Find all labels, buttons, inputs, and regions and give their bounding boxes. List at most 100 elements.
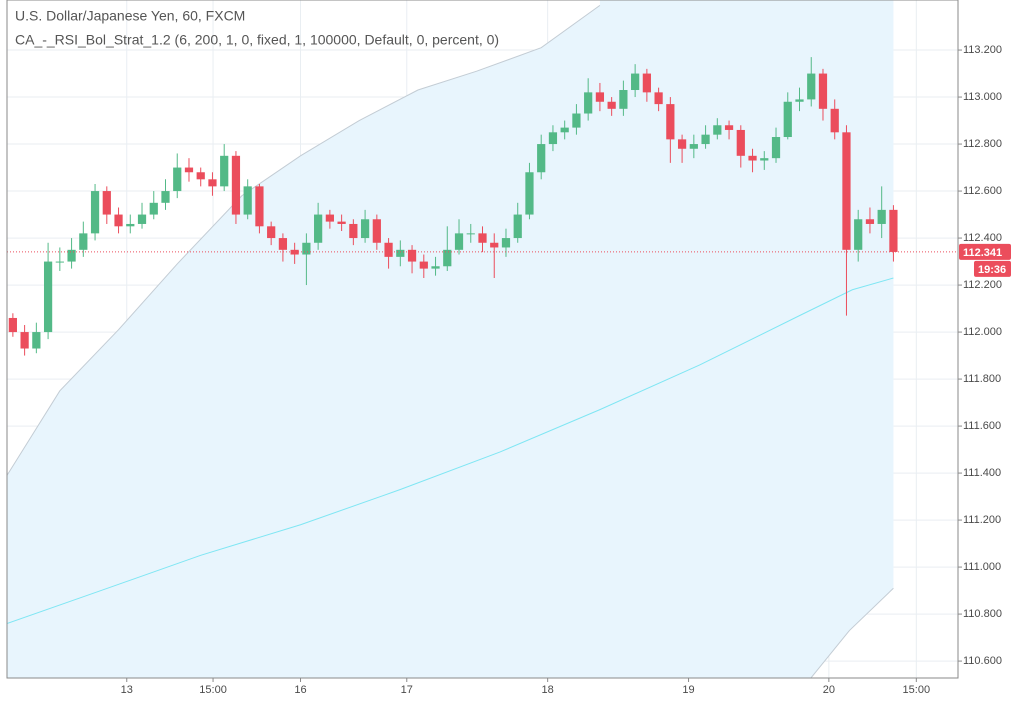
candle-body xyxy=(67,249,76,262)
candle-body xyxy=(431,266,440,269)
candle-body xyxy=(102,191,111,215)
candle-body xyxy=(337,221,346,224)
candle-body xyxy=(877,209,886,224)
y-tick-label: 112.200 xyxy=(963,279,1002,291)
candle-body xyxy=(595,92,605,102)
candle-body xyxy=(513,214,522,239)
candle-body xyxy=(701,134,710,145)
x-tick-label: 15:00 xyxy=(903,684,931,696)
y-tick-label: 112.800 xyxy=(963,138,1002,150)
candle-body xyxy=(724,125,734,130)
candle-body xyxy=(208,179,217,187)
candle-body xyxy=(372,219,381,243)
candle-body xyxy=(43,261,53,333)
candle-body xyxy=(818,73,828,109)
candle-body xyxy=(607,101,616,109)
candle-body xyxy=(419,261,428,269)
candle-body xyxy=(760,158,769,161)
candle-body xyxy=(184,167,194,173)
candle-body xyxy=(173,167,182,192)
candle-body xyxy=(149,202,158,215)
candle-body xyxy=(302,242,311,255)
candle-body xyxy=(443,249,452,267)
candle-body xyxy=(231,155,241,215)
candle-body xyxy=(677,139,687,149)
candle-body xyxy=(713,125,722,135)
basis-line xyxy=(7,277,894,624)
x-tick-label: 18 xyxy=(542,684,554,696)
candle-body xyxy=(748,155,757,161)
candle-body xyxy=(255,186,264,227)
candle-body xyxy=(32,332,41,349)
candle-body xyxy=(220,155,229,187)
candle-body xyxy=(736,129,745,156)
candle-body xyxy=(525,172,534,215)
x-tick-label: 17 xyxy=(401,684,413,696)
upper-band xyxy=(7,4,601,476)
candle-body xyxy=(466,233,475,235)
y-tick-label: 111.600 xyxy=(963,420,1001,432)
candle-body xyxy=(631,73,640,91)
last-price-label: 112.341 xyxy=(963,247,1002,259)
y-tick-label: 111.000 xyxy=(963,561,1001,573)
candle-body xyxy=(537,144,546,173)
candle-body xyxy=(771,137,781,159)
candle-body xyxy=(490,242,499,248)
candle-body xyxy=(795,99,804,102)
chart-title: U.S. Dollar/Japanese Yen, 60, FXCM xyxy=(15,8,245,24)
candle-body xyxy=(396,249,405,257)
candle-body xyxy=(501,238,511,248)
candle-body xyxy=(90,191,100,234)
candle-body xyxy=(865,219,875,224)
candle-body xyxy=(454,233,464,250)
x-tick-label: 19 xyxy=(682,684,694,696)
candle-body xyxy=(654,92,663,105)
countdown-box xyxy=(974,260,1011,277)
candle-body xyxy=(114,214,123,227)
candle-body xyxy=(79,233,88,250)
candle-body xyxy=(642,73,651,93)
candle-body xyxy=(619,90,628,109)
y-tick-label: 112.000 xyxy=(963,326,1002,338)
candle-body xyxy=(325,214,334,222)
y-tick-label: 110.600 xyxy=(963,655,1002,667)
candle-body xyxy=(807,73,816,100)
candle-body xyxy=(666,104,675,140)
x-tick-label: 16 xyxy=(294,684,306,696)
x-tick-label: 13 xyxy=(121,684,133,696)
candle-body xyxy=(572,113,581,128)
countdown-label: 19:36 xyxy=(978,264,1006,276)
candle-body xyxy=(278,238,288,250)
candle-body xyxy=(161,191,170,203)
candle-body xyxy=(560,127,569,133)
lower-band xyxy=(810,587,894,678)
candle-body xyxy=(584,92,593,114)
candle-body xyxy=(55,261,64,263)
y-tick-label: 113.000 xyxy=(963,91,1002,103)
candle-body xyxy=(349,223,358,239)
candle-body xyxy=(783,101,792,138)
candle-body xyxy=(689,144,698,149)
candle-body xyxy=(267,226,276,239)
plot-border xyxy=(6,0,959,679)
candle-body xyxy=(478,233,487,243)
candle-body xyxy=(196,172,205,180)
candles xyxy=(7,57,958,356)
bands xyxy=(7,0,894,678)
candle-body xyxy=(8,317,17,333)
candle-body xyxy=(20,332,29,349)
chart-subtitle: CA_-_RSI_Bol_Strat_1.2 (6, 200, 1, 0, fi… xyxy=(15,32,499,48)
candle-body xyxy=(243,186,252,215)
y-tick-label: 111.200 xyxy=(963,514,1001,526)
y-tick-label: 110.800 xyxy=(963,608,1002,620)
candle-body xyxy=(548,132,558,145)
candle-body xyxy=(830,108,839,133)
candle-body xyxy=(314,214,323,243)
candle-body xyxy=(842,132,851,250)
y-tick-label: 112.600 xyxy=(963,185,1002,197)
y-tick-label: 112.400 xyxy=(963,232,1002,244)
axes: 110.600 110.800 111.000 111.200 111.400 111.6… xyxy=(121,44,1011,696)
y-tick-label: 111.800 xyxy=(963,373,1001,385)
candle-body xyxy=(126,223,135,227)
